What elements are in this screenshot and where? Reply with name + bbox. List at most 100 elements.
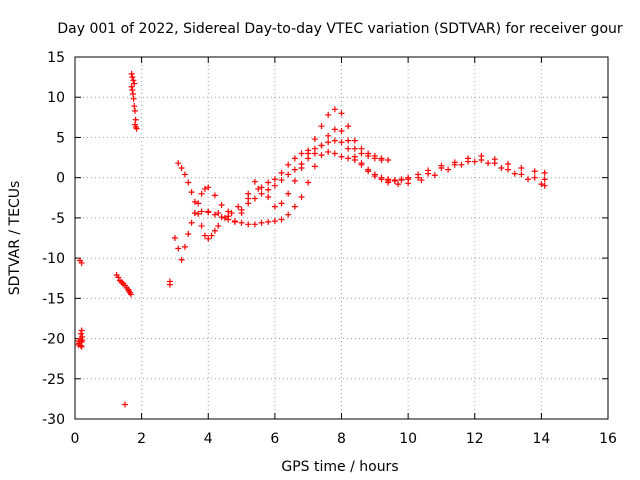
data-point xyxy=(127,291,134,298)
data-point xyxy=(505,166,512,173)
data-point xyxy=(175,160,182,167)
data-point xyxy=(351,137,358,144)
data-point xyxy=(221,214,228,221)
axis-layer: 0 2 4 6 8 10 12 14 16 -30 -25 -20 -15 -10 -5 0 5 10 15 xyxy=(42,50,617,447)
data-point xyxy=(415,171,422,178)
data-point xyxy=(541,176,548,183)
data-point xyxy=(331,137,338,144)
x-tick-label: 2 xyxy=(137,431,146,447)
data-point xyxy=(278,169,285,176)
data-point xyxy=(211,211,218,218)
data-point xyxy=(245,195,252,202)
data-point xyxy=(325,139,332,146)
y-tick-label: -10 xyxy=(42,251,65,267)
series-early-low xyxy=(75,257,86,350)
data-point xyxy=(491,156,498,163)
data-point xyxy=(291,166,298,173)
data-point xyxy=(131,80,138,87)
data-point xyxy=(175,245,182,252)
data-point xyxy=(518,165,525,172)
data-point xyxy=(131,103,138,110)
data-point xyxy=(378,176,385,183)
data-point xyxy=(271,203,278,210)
data-point xyxy=(121,401,128,408)
data-point xyxy=(238,219,245,226)
series-upper-block xyxy=(128,70,140,132)
data-point xyxy=(338,139,345,146)
data-point xyxy=(225,208,232,215)
data-point xyxy=(358,161,365,168)
x-tick-label: 0 xyxy=(71,431,80,447)
data-point xyxy=(238,206,245,213)
data-point xyxy=(251,195,258,202)
data-point xyxy=(77,330,84,337)
data-point xyxy=(198,208,205,215)
data-point xyxy=(208,232,215,239)
data-point xyxy=(511,170,518,177)
data-point xyxy=(395,181,402,188)
data-point xyxy=(291,203,298,210)
data-point xyxy=(195,200,202,207)
data-point xyxy=(378,155,385,162)
x-tick-label: 16 xyxy=(599,431,617,447)
data-point xyxy=(201,185,208,192)
data-point xyxy=(305,147,312,154)
data-point xyxy=(271,218,278,225)
data-point xyxy=(78,327,85,334)
data-point xyxy=(298,165,305,172)
data-point xyxy=(385,156,392,163)
data-point xyxy=(371,173,378,180)
data-point xyxy=(451,159,458,166)
data-point xyxy=(345,155,352,162)
data-point xyxy=(258,184,265,191)
data-point xyxy=(271,182,278,189)
data-point xyxy=(265,218,272,225)
data-point xyxy=(129,86,136,93)
data-point xyxy=(265,179,272,186)
data-point xyxy=(318,152,325,159)
data-point xyxy=(351,153,358,160)
data-point xyxy=(231,218,238,225)
data-point xyxy=(178,256,185,263)
data-point xyxy=(438,162,445,169)
data-point xyxy=(265,193,272,200)
data-point xyxy=(181,171,188,178)
y-axis-label: SDTVAR / TECUs xyxy=(7,181,23,296)
y-tick-label: 10 xyxy=(47,90,65,106)
data-point xyxy=(325,132,332,139)
x-tick-label: 4 xyxy=(204,431,213,447)
x-tick-label: 14 xyxy=(532,431,550,447)
data-point xyxy=(129,91,136,98)
data-point xyxy=(431,172,438,179)
data-point xyxy=(351,145,358,152)
data-point xyxy=(251,221,258,228)
series-track-e xyxy=(385,158,548,189)
data-point xyxy=(128,70,135,77)
data-point xyxy=(115,274,122,281)
data-point xyxy=(345,145,352,152)
data-point xyxy=(132,116,139,123)
data-point xyxy=(191,198,198,205)
plot-frame xyxy=(74,56,609,420)
data-point xyxy=(205,184,212,191)
data-point xyxy=(391,177,398,184)
data-point xyxy=(258,219,265,226)
data-points xyxy=(75,70,548,408)
data-point xyxy=(311,136,318,143)
data-point xyxy=(251,178,258,185)
series-track-b xyxy=(171,106,392,263)
data-point xyxy=(518,171,525,178)
y-tick-label: 0 xyxy=(56,171,65,187)
data-point xyxy=(278,216,285,223)
data-point xyxy=(185,179,192,186)
y-tick-label: -15 xyxy=(42,291,65,307)
data-point xyxy=(531,174,538,181)
data-point xyxy=(228,210,235,217)
data-point xyxy=(166,281,173,288)
y-tick-label: -20 xyxy=(42,332,65,348)
data-point xyxy=(471,158,478,165)
data-point xyxy=(541,169,548,176)
data-point xyxy=(131,107,138,114)
data-point xyxy=(331,106,338,113)
